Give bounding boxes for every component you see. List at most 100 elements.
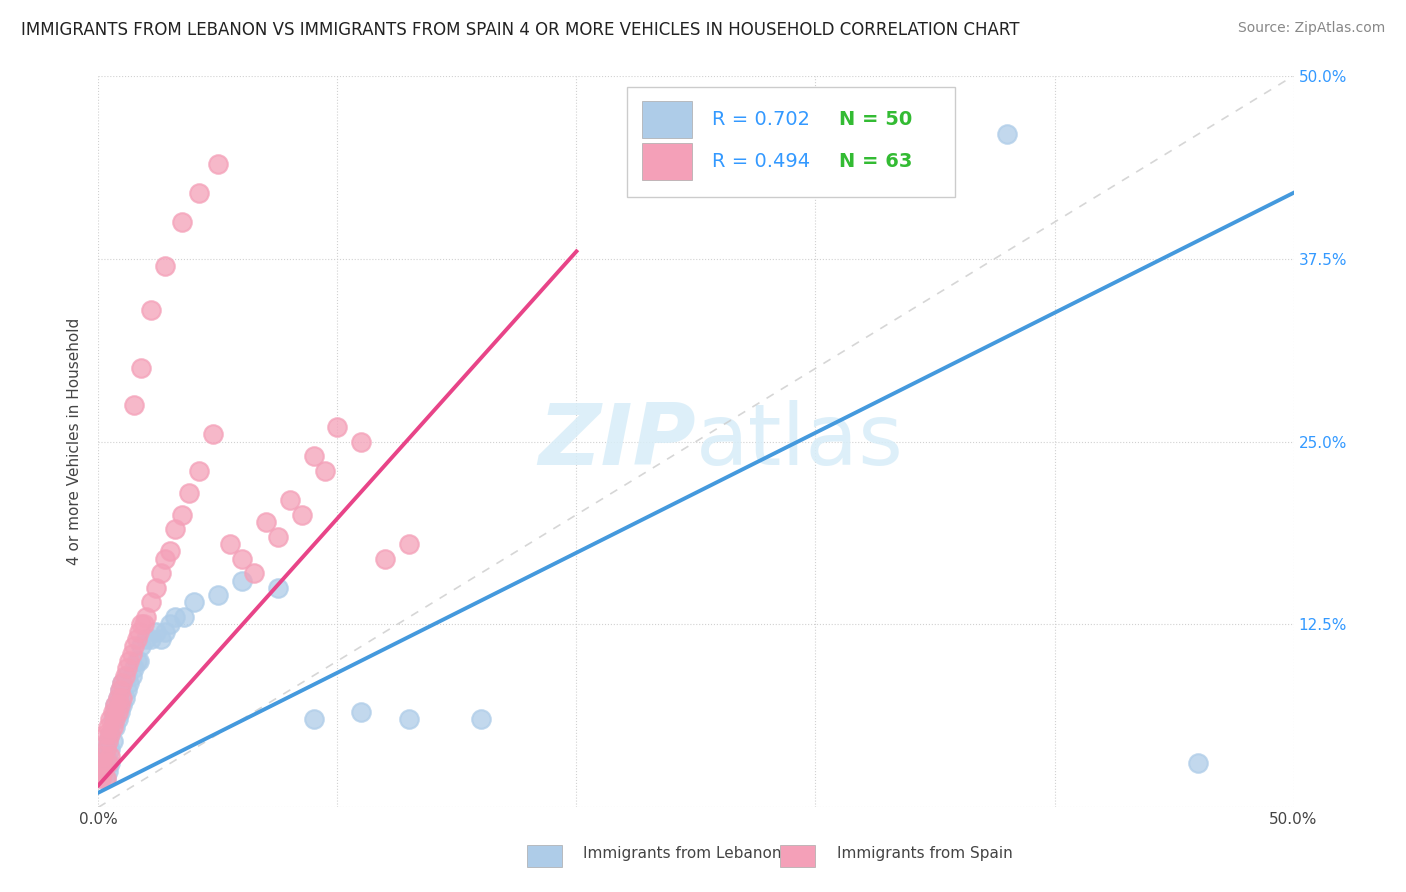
Point (163, 610, 186, 624)
Point (104, 713, 127, 727)
Point (115, 661, 138, 675)
Text: Immigrants from Spain: Immigrants from Spain (837, 847, 1012, 861)
Point (107, 690, 129, 705)
Point (94, 741, 117, 756)
Point (243, 566, 266, 581)
Point (172, 508, 194, 522)
Point (302, 713, 325, 727)
Point (98, 756, 122, 771)
Point (207, 156, 229, 170)
Text: Immigrants from Lebanon: Immigrants from Lebanon (583, 847, 782, 861)
Point (132, 617, 155, 632)
Point (155, 259, 177, 273)
Point (398, 537, 420, 551)
Point (104, 720, 127, 734)
Point (107, 705, 129, 719)
Point (139, 632, 162, 646)
Point (135, 632, 157, 646)
Point (97, 720, 120, 734)
Point (131, 617, 153, 632)
Point (98, 741, 122, 756)
Point (97, 734, 120, 748)
Point (231, 574, 253, 588)
Point (97, 756, 120, 771)
Text: R = 0.494: R = 0.494 (711, 152, 810, 171)
Point (159, 544, 181, 558)
Point (183, 595, 205, 609)
Point (111, 698, 134, 712)
Point (135, 610, 157, 624)
Bar (643, 102, 692, 138)
Point (267, 581, 290, 595)
Point (128, 624, 150, 639)
Point (97, 734, 120, 748)
Point (97, 756, 120, 771)
Bar (643, 143, 692, 179)
Point (326, 420, 349, 434)
Point (111, 676, 134, 690)
Point (94, 727, 117, 741)
Point (94, 749, 117, 764)
Point (187, 464, 209, 478)
Point (101, 734, 124, 748)
Point (1187, 756, 1209, 771)
Point (108, 705, 131, 719)
Point (121, 647, 143, 661)
Point (114, 668, 136, 682)
Point (98, 727, 122, 741)
Point (94, 771, 117, 785)
Point (219, 537, 242, 551)
Point (159, 617, 181, 632)
Point (155, 551, 177, 566)
Text: N = 50: N = 50 (839, 111, 912, 129)
Point (108, 683, 131, 698)
Point (94, 771, 117, 785)
Point (107, 690, 129, 705)
Point (104, 698, 127, 712)
Point (145, 624, 167, 639)
Point (98, 727, 122, 741)
Point (207, 588, 229, 602)
Point (107, 713, 129, 727)
Point (115, 683, 138, 698)
Point (350, 434, 373, 449)
Point (98, 749, 122, 764)
Point (291, 508, 314, 522)
Point (104, 698, 127, 712)
Point (163, 522, 186, 536)
Point (104, 705, 127, 719)
Point (101, 720, 124, 734)
Point (125, 632, 148, 646)
Point (90, 771, 112, 785)
Point (350, 705, 373, 719)
Point (91, 749, 114, 764)
Point (111, 676, 134, 690)
Point (145, 581, 167, 595)
Point (139, 302, 162, 317)
Point (114, 690, 136, 705)
Text: ZIP: ZIP (538, 400, 696, 483)
Point (115, 668, 138, 682)
Point (128, 654, 150, 668)
Point (302, 449, 325, 463)
Point (91, 764, 114, 778)
Point (202, 427, 225, 442)
Point (118, 676, 141, 690)
Point (101, 705, 124, 719)
Point (179, 485, 201, 500)
Point (91, 764, 114, 778)
Point (91, 756, 114, 771)
Point (187, 186, 209, 200)
Point (231, 551, 253, 566)
Point (125, 654, 148, 668)
Point (108, 683, 131, 698)
Point (131, 640, 153, 654)
Y-axis label: 4 or more Vehicles in Household: 4 or more Vehicles in Household (67, 318, 83, 566)
Point (267, 530, 290, 544)
Point (155, 624, 177, 639)
Point (173, 610, 195, 624)
Point (118, 654, 141, 668)
Point (108, 698, 131, 712)
Point (149, 632, 172, 646)
Point (124, 640, 146, 654)
